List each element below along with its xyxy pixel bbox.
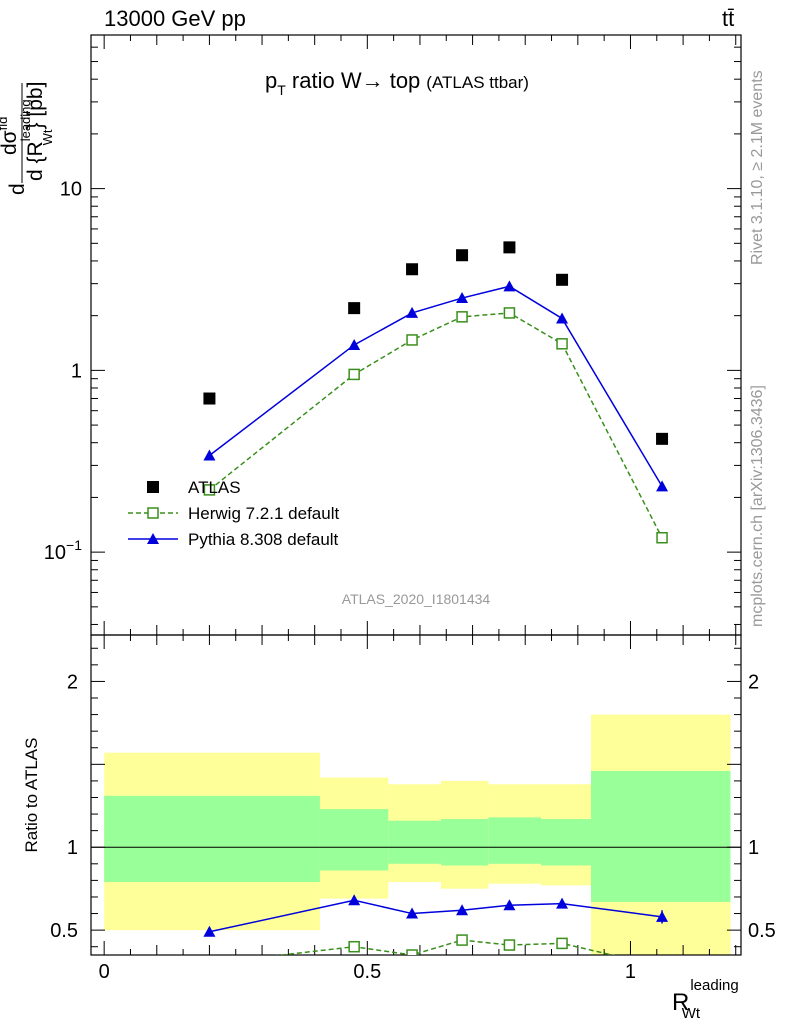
band-inner (591, 770, 731, 902)
pythia-ratio-point (503, 899, 516, 911)
main-ytick-labels: 10−1 1 10 (44, 179, 82, 565)
main-ytick-label: 10−1 (44, 537, 82, 564)
xtick-label: 1 (625, 961, 636, 983)
pythia-point (556, 312, 569, 324)
ylabel-denominator: d {Rleading Wt} [pb] (18, 82, 55, 181)
herwig-ratio-point (456, 934, 468, 946)
pythia-ratio-point (406, 907, 419, 919)
data-point (656, 432, 669, 445)
title-sub: T (277, 82, 286, 98)
ratio-ytick-label-right: 1 (748, 837, 759, 859)
pythia-ratio-point (556, 897, 569, 909)
herwig-ratio-point (657, 962, 667, 972)
herwig-point (556, 338, 568, 350)
xtick-label: 0 (99, 961, 110, 983)
legend-marker-herwig (147, 507, 159, 519)
ratio-ytick-label-left: 1 (67, 837, 78, 859)
legend-label-data: ATLAS (188, 478, 241, 497)
pythia-line (208, 285, 663, 487)
pythia-point (406, 306, 419, 318)
main-title: pT ratio W→ top (ATLAS ttbar) (265, 68, 529, 98)
data-point (556, 273, 569, 286)
pythia-ratio-point (348, 894, 361, 906)
main-ytick-label: 1 (71, 360, 82, 382)
herwig-ratio-point (406, 949, 418, 955)
band-inner (319, 809, 389, 871)
main-ytick-label: 10 (60, 179, 82, 201)
legend-label-herwig: Herwig 7.2.1 default (188, 504, 339, 523)
main-ylabel: d dσfid d {Rleading Wt} [pb] (0, 82, 55, 195)
title-p: p (265, 68, 277, 93)
herwig-point (456, 311, 468, 323)
ratio-ytick-label-left: 2 (67, 671, 78, 693)
herwig-point (348, 368, 360, 381)
band-inner (388, 820, 441, 864)
herwig-ratio-point (348, 940, 360, 953)
herwig-ratio-point (204, 958, 214, 968)
ylabel-d: d (6, 183, 29, 195)
ratio-xtick-labels: 0 0.5 1 (99, 961, 636, 983)
ylabel-numerator: dσfid (0, 117, 21, 155)
ratio-series (203, 894, 669, 972)
ratio-ylabel: Ratio to ATLAS (22, 738, 41, 853)
analysis-id: ATLAS_2020_I1801434 (342, 591, 491, 607)
data-point (503, 241, 516, 254)
herwig-ratio-point (556, 937, 568, 950)
pythia-ratio-point (656, 910, 669, 922)
ratio-ytick-label-right: 2 (748, 671, 759, 693)
pythia-ratio-point (456, 904, 469, 916)
herwig-point (656, 531, 668, 544)
title-note: (ATLAS ttbar) (426, 73, 529, 92)
pythia-ratio-point (203, 925, 216, 937)
title-rest: ratio W→ top (286, 68, 420, 93)
rivet-label: Rivet 3.1.10, ≥ 2.1M events (749, 70, 766, 265)
data-point (406, 263, 419, 276)
ratio-ytick-label-left: 0.5 (50, 920, 78, 942)
legend-marker-pythia (147, 533, 159, 544)
pythia-point (456, 292, 469, 304)
herwig-point (503, 307, 516, 319)
data-point (348, 302, 361, 315)
data-point (203, 392, 216, 405)
band-inner (104, 795, 320, 883)
xtick-label: 0.5 (353, 961, 381, 983)
mcplots-label: mcplots.cern.ch [arXiv:1306.3436] (749, 385, 766, 627)
main-series (203, 241, 669, 544)
process-label: tt̄ (722, 6, 735, 31)
ratio-ytick-label-right: 0.5 (748, 920, 776, 942)
pythia-point (348, 338, 361, 350)
ratio-ytick-labels: 0.5 0.5 1 1 2 2 (50, 671, 776, 942)
legend-marker-data (147, 481, 159, 493)
band-inner (541, 819, 591, 866)
band-inner (488, 817, 541, 864)
legend-label-pythia: Pythia 8.308 default (188, 530, 339, 549)
herwig-point (406, 334, 418, 346)
herwig-point (203, 484, 216, 496)
legend: ATLAS Herwig 7.2.1 default Pythia 8.308 de… (128, 478, 339, 549)
pythia-point (503, 280, 516, 292)
data-point (456, 249, 469, 262)
ratio-uncertainty-bands (104, 714, 731, 955)
herwig-ratio-point (503, 939, 516, 951)
pythia-point (203, 449, 216, 461)
pythia-point (656, 480, 669, 492)
band-inner (441, 819, 489, 866)
beam-label: 13000 GeV pp (104, 6, 246, 31)
ratio-xlabel: Rleading Wt (672, 977, 739, 1022)
